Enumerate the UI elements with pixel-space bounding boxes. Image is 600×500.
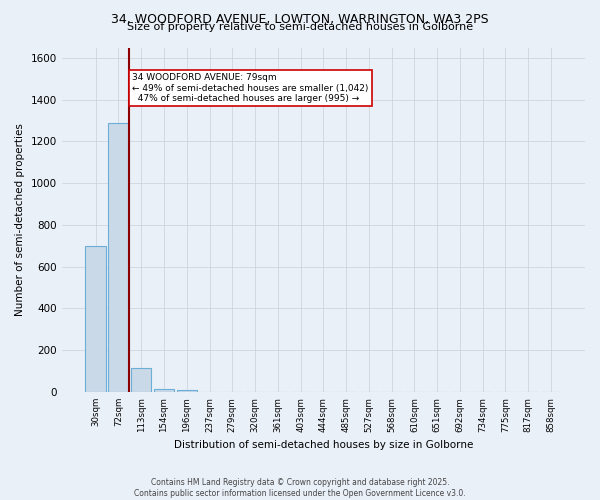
Bar <box>154 389 174 392</box>
Bar <box>131 368 151 392</box>
Text: 34, WOODFORD AVENUE, LOWTON, WARRINGTON, WA3 2PS: 34, WOODFORD AVENUE, LOWTON, WARRINGTON,… <box>111 12 489 26</box>
Text: Contains HM Land Registry data © Crown copyright and database right 2025.
Contai: Contains HM Land Registry data © Crown c… <box>134 478 466 498</box>
Text: Size of property relative to semi-detached houses in Golborne: Size of property relative to semi-detach… <box>127 22 473 32</box>
Bar <box>85 246 106 392</box>
Y-axis label: Number of semi-detached properties: Number of semi-detached properties <box>15 124 25 316</box>
X-axis label: Distribution of semi-detached houses by size in Golborne: Distribution of semi-detached houses by … <box>173 440 473 450</box>
Text: 34 WOODFORD AVENUE: 79sqm
← 49% of semi-detached houses are smaller (1,042)
  47: 34 WOODFORD AVENUE: 79sqm ← 49% of semi-… <box>132 74 368 103</box>
Bar <box>176 390 197 392</box>
Bar <box>108 122 129 392</box>
